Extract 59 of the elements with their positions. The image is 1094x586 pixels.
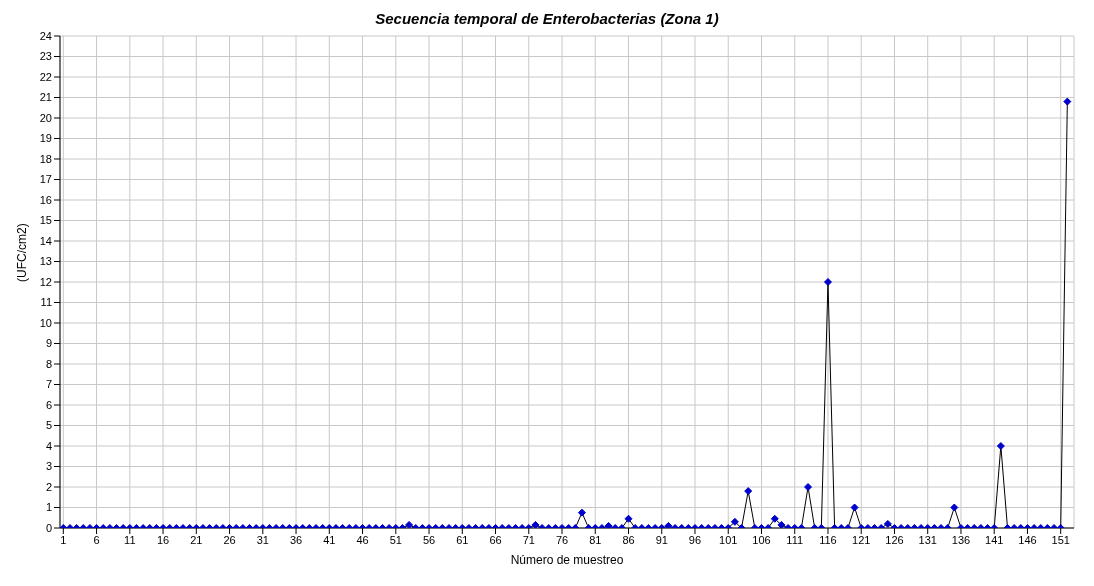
x-tick-label: 61 bbox=[456, 533, 469, 546]
y-tick-label: 9 bbox=[45, 337, 52, 350]
x-tick-label: 141 bbox=[985, 533, 1004, 546]
chart-title: Secuencia temporal de Enterobacterias (Zona 1) bbox=[374, 9, 720, 29]
y-tick-label: 22 bbox=[39, 70, 52, 83]
y-tick-label: 1 bbox=[45, 501, 52, 514]
y-tick-label: 21 bbox=[39, 91, 52, 104]
y-tick-label: 3 bbox=[45, 460, 52, 473]
x-tick-label: 16 bbox=[156, 533, 170, 546]
y-tick-label: 5 bbox=[45, 419, 52, 432]
x-tick-label: 11 bbox=[124, 533, 136, 546]
x-tick-label: 136 bbox=[951, 533, 971, 546]
y-tick-label: 15 bbox=[39, 214, 52, 227]
y-tick-label: 20 bbox=[39, 111, 52, 124]
x-tick-label: 111 bbox=[786, 533, 804, 546]
x-tick-label: 96 bbox=[688, 533, 702, 546]
x-tick-label: 71 bbox=[522, 533, 535, 546]
x-tick-label: 121 bbox=[852, 533, 871, 546]
y-axis-title: (UFC/cm2) bbox=[15, 223, 30, 282]
y-tick-label: 12 bbox=[39, 275, 52, 288]
x-tick-label: 106 bbox=[752, 533, 771, 546]
y-tick-label: 19 bbox=[39, 132, 52, 145]
x-tick-label: 76 bbox=[555, 533, 569, 546]
x-tick-label: 41 bbox=[323, 533, 336, 546]
y-tick-label: 16 bbox=[39, 193, 52, 206]
x-tick-label: 31 bbox=[256, 533, 269, 546]
x-tick-label: 66 bbox=[489, 533, 502, 546]
y-tick-label: 11 bbox=[40, 296, 52, 309]
x-tick-label: 126 bbox=[885, 533, 904, 546]
y-tick-label: 10 bbox=[39, 316, 52, 329]
x-tick-label: 56 bbox=[422, 533, 436, 546]
x-tick-label: 116 bbox=[819, 533, 837, 546]
y-tick-label: 4 bbox=[45, 439, 52, 452]
x-tick-label: 86 bbox=[622, 533, 635, 546]
x-axis-title: Número de muestreo bbox=[510, 553, 624, 567]
x-tick-label: 21 bbox=[190, 533, 203, 546]
y-tick-label: 17 bbox=[39, 173, 52, 186]
y-tick-label: 6 bbox=[45, 398, 52, 411]
y-tick-label: 23 bbox=[39, 50, 52, 63]
x-tick-label: 146 bbox=[1018, 533, 1037, 546]
x-tick-label: 51 bbox=[389, 533, 402, 546]
x-tick-label: 36 bbox=[289, 533, 303, 546]
y-tick-label: 2 bbox=[45, 480, 52, 493]
x-tick-label: 131 bbox=[918, 533, 937, 546]
x-tick-label: 151 bbox=[1051, 533, 1070, 546]
x-tick-label: 46 bbox=[356, 533, 369, 546]
x-tick-label: 26 bbox=[223, 533, 236, 546]
x-tick-label: 6 bbox=[93, 533, 100, 546]
y-tick-label: 8 bbox=[45, 357, 52, 370]
y-tick-label: 14 bbox=[39, 234, 52, 247]
y-tick-label: 0 bbox=[45, 521, 52, 534]
x-tick-label: 91 bbox=[655, 533, 668, 546]
y-tick-label: 18 bbox=[39, 152, 52, 165]
x-tick-label: 1 bbox=[60, 533, 67, 546]
y-tick-label: 24 bbox=[39, 29, 52, 42]
x-tick-label: 101 bbox=[719, 533, 738, 546]
y-tick-label: 7 bbox=[45, 378, 52, 391]
y-tick-label: 13 bbox=[39, 255, 52, 268]
x-tick-label: 81 bbox=[589, 533, 602, 546]
